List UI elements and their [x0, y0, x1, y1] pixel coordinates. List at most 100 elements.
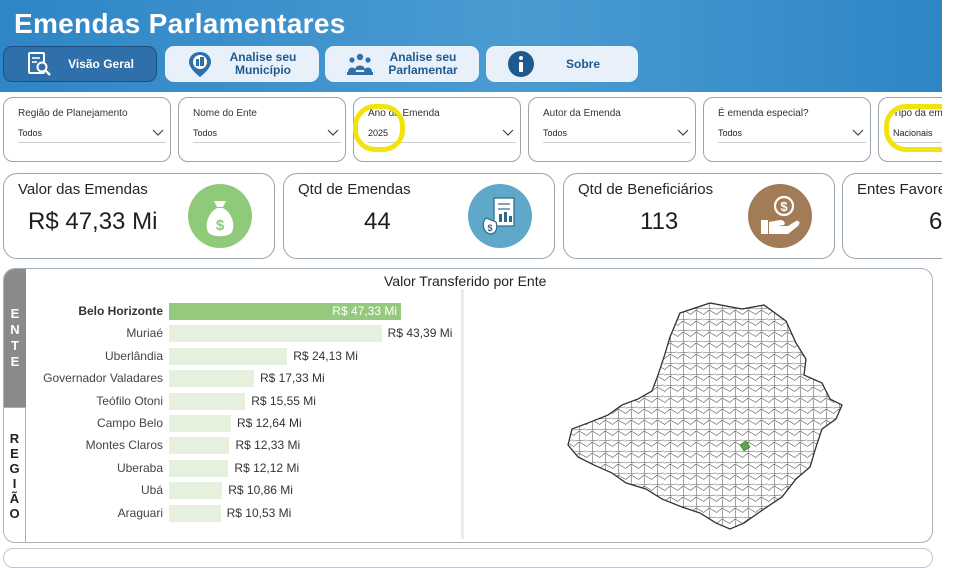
filter-value: 2025	[368, 128, 389, 138]
hand-coin-icon: $	[748, 184, 812, 248]
bar-category-label: Belo Horizonte	[78, 304, 163, 318]
bar-value-label: R$ 43,39 Mi	[387, 326, 453, 341]
filter-value: Todos	[543, 128, 568, 138]
kpi-value: 6	[929, 208, 943, 235]
bar[interactable]	[169, 370, 254, 388]
filter-select[interactable]: Nacionais	[893, 125, 956, 143]
filter-value: Todos	[193, 128, 218, 138]
filter-select[interactable]: Todos	[543, 125, 691, 143]
kpi-label: Entes Favore	[857, 181, 947, 198]
kpi-value: 44	[364, 208, 391, 235]
svg-text:$: $	[487, 223, 492, 233]
tab-letter: R	[9, 431, 20, 446]
filter-nome-ente[interactable]: Nome do Ente Todos	[178, 97, 346, 162]
tab-letter: G	[9, 461, 20, 476]
kpi-value: R$ 47,33 Mi	[28, 208, 158, 235]
tab-letter: I	[12, 476, 17, 491]
filter-label: É emenda especial?	[718, 108, 809, 119]
kpi-qtd-emendas: Qtd de Emendas 44 $	[283, 173, 555, 259]
page-title: Emendas Parlamentares	[14, 8, 346, 39]
bottom-panel	[3, 548, 933, 568]
filter-autor-emenda[interactable]: Autor da Emenda Todos	[528, 97, 696, 162]
money-bag-icon: $	[188, 184, 252, 248]
kpi-qtd-beneficiarios: Qtd de Beneficiários 113 $	[563, 173, 835, 259]
bar-value-label: R$ 10,53 Mi	[226, 505, 292, 520]
tab-letter: T	[11, 338, 19, 353]
filter-value: Todos	[718, 128, 743, 138]
kpi-label: Qtd de Emendas	[298, 181, 411, 198]
filter-select[interactable]: Todos	[193, 125, 341, 143]
svg-text:$: $	[780, 199, 788, 214]
bar-value-label: R$ 12,64 Mi	[236, 416, 302, 430]
tab-letter: E	[10, 354, 20, 369]
tab-letter: N	[10, 322, 20, 337]
bar-category-label: Muriaé	[126, 326, 163, 341]
bar-category-label: Uberlândia	[104, 348, 163, 363]
bar[interactable]	[169, 504, 221, 522]
filter-value: Nacionais	[893, 128, 933, 138]
kpi-label: Valor das Emendas	[18, 181, 148, 198]
bar-value-label: R$ 24,13 Mi	[293, 348, 358, 363]
chevron-down-icon	[502, 129, 514, 136]
bar-value-label: R$ 47,33 Mi	[332, 304, 397, 318]
bar[interactable]	[169, 303, 401, 320]
kpi-label: Qtd de Beneficiários	[578, 181, 714, 198]
chevron-down-icon	[677, 129, 689, 136]
bar-category-label: Campo Belo	[96, 416, 163, 430]
bar-value-label: R$ 17,33 Mi	[259, 371, 325, 386]
nav-parlamentar-button[interactable]: Analise seu Parlamentar	[325, 46, 479, 82]
filter-label: Nome do Ente	[193, 108, 257, 119]
filter-select[interactable]: Todos	[18, 125, 166, 143]
kpi-value: 113	[640, 208, 679, 235]
filter-regiao-planejamento[interactable]: Região de Planejamento Todos	[3, 97, 171, 162]
bar[interactable]	[169, 415, 231, 432]
bar-category-label: Ubá	[140, 483, 163, 498]
document-money-icon: $	[468, 184, 532, 248]
window-edge	[942, 0, 956, 556]
info-icon	[504, 49, 538, 79]
bar-value-label: R$ 10,86 Mi	[228, 483, 293, 498]
report-search-icon	[22, 49, 56, 79]
filter-label: Tipo da em	[893, 108, 943, 119]
chevron-down-icon	[327, 129, 339, 136]
filter-label: Região de Planejamento	[18, 108, 128, 119]
nav-sobre-button[interactable]: Sobre	[486, 46, 638, 82]
filter-select[interactable]: Todos	[718, 125, 866, 143]
bar-category-label: Teófilo Otoni	[96, 393, 163, 408]
nav-visao-geral-button[interactable]: Visão Geral	[3, 46, 157, 82]
kpi-entes-favorecidos: Entes Favore 6	[842, 173, 956, 259]
city-pin-icon	[183, 49, 217, 79]
bar[interactable]	[169, 392, 246, 410]
header-banner: Emendas Parlamentares Visão Geral Analis…	[0, 0, 942, 92]
tab-letter: E	[10, 446, 19, 461]
chart-title: Valor Transferido por Ente	[384, 273, 547, 289]
filter-value: Todos	[18, 128, 43, 138]
filter-label: Autor da Emenda	[543, 108, 621, 119]
bar[interactable]	[169, 325, 382, 343]
minas-gerais-map-icon	[567, 302, 843, 530]
bar-value-label: R$ 15,55 Mi	[251, 393, 316, 408]
bar-category-label: Montes Claros	[85, 438, 163, 453]
bar[interactable]	[169, 437, 230, 455]
parliament-people-icon	[343, 49, 377, 79]
tab-letter: Ã	[9, 491, 20, 506]
filter-emenda-especial[interactable]: É emenda especial? Todos	[703, 97, 871, 162]
tab-letter: E	[10, 306, 20, 321]
nav-municipio-label: Analise seu Município	[229, 50, 297, 77]
bar[interactable]	[169, 347, 288, 365]
bar-value-label: R$ 12,12 Mi	[234, 460, 300, 475]
bar[interactable]	[169, 482, 223, 500]
chevron-down-icon	[852, 129, 864, 136]
bar[interactable]	[169, 459, 229, 477]
nav-visao-geral-label: Visão Geral	[68, 56, 134, 71]
nav-municipio-button[interactable]: Analise seu Município	[165, 46, 319, 82]
bar-value-label: R$ 12,33 Mi	[235, 438, 301, 453]
nav-parlamentar-label: Analise seu Parlamentar	[388, 50, 458, 77]
bar-category-label: Araguari	[117, 505, 163, 520]
filter-select[interactable]: 2025	[368, 125, 516, 143]
kpi-valor-emendas: Valor das Emendas R$ 47,33 Mi $	[3, 173, 275, 259]
tab-letter: O	[9, 506, 20, 521]
chart-divider	[461, 289, 464, 539]
